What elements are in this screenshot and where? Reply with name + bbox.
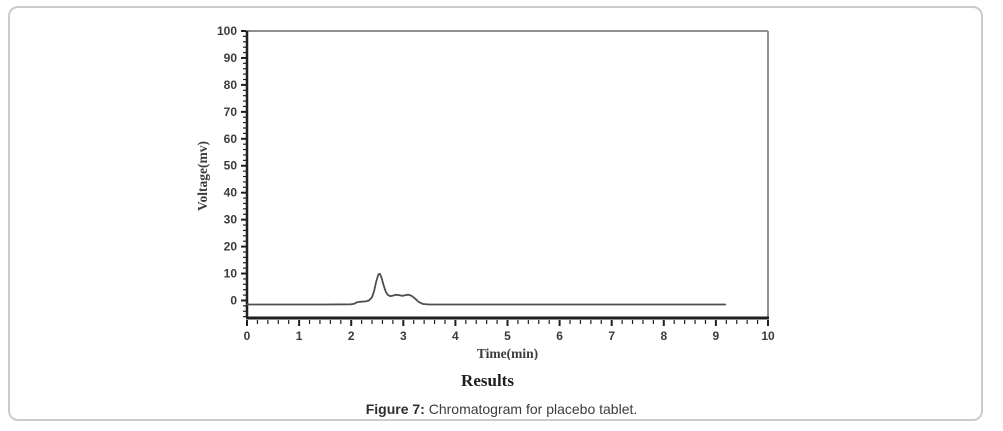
svg-text:0: 0 [244,329,251,343]
figure-caption: Figure 7: Chromatogram for placebo table… [0,401,1003,417]
svg-text:0: 0 [230,293,237,307]
svg-text:5: 5 [504,329,511,343]
svg-text:80: 80 [224,78,238,92]
x-axis-label: Time(min) [477,346,538,360]
svg-text:3: 3 [400,329,407,343]
plot-box [245,30,769,320]
svg-text:70: 70 [224,105,238,119]
chromatogram-chart: 0 10 20 30 40 50 60 70 80 90 100 0 1 2 3 4 5 6 7 8 9 10 Time(m… [195,24,775,360]
y-axis-label: Voltage(mv) [195,141,210,211]
svg-text:10: 10 [224,267,238,281]
series-placebo-tablet-trace [246,272,727,306]
svg-text:10: 10 [761,329,775,343]
svg-text:50: 50 [224,159,238,173]
svg-text:7: 7 [608,329,615,343]
svg-text:2: 2 [348,329,355,343]
x-axis-ticks: 0 1 2 3 4 5 6 7 8 9 10 [244,320,775,343]
svg-text:1: 1 [296,329,303,343]
figure-caption-label: Figure 7: [365,401,425,417]
svg-text:90: 90 [224,51,238,65]
svg-text:4: 4 [452,329,459,343]
svg-text:100: 100 [217,24,237,38]
figure-caption-text: Chromatogram for placebo tablet. [424,401,638,417]
y-axis-ticks: 0 10 20 30 40 50 60 70 80 90 100 [217,24,246,318]
section-heading: Results [461,371,514,390]
svg-text:8: 8 [660,329,667,343]
svg-text:40: 40 [224,186,238,200]
svg-text:9: 9 [713,329,720,343]
figure-card [8,6,983,421]
svg-text:6: 6 [556,329,563,343]
svg-text:20: 20 [224,240,238,254]
svg-text:60: 60 [224,132,238,146]
svg-text:30: 30 [224,213,238,227]
